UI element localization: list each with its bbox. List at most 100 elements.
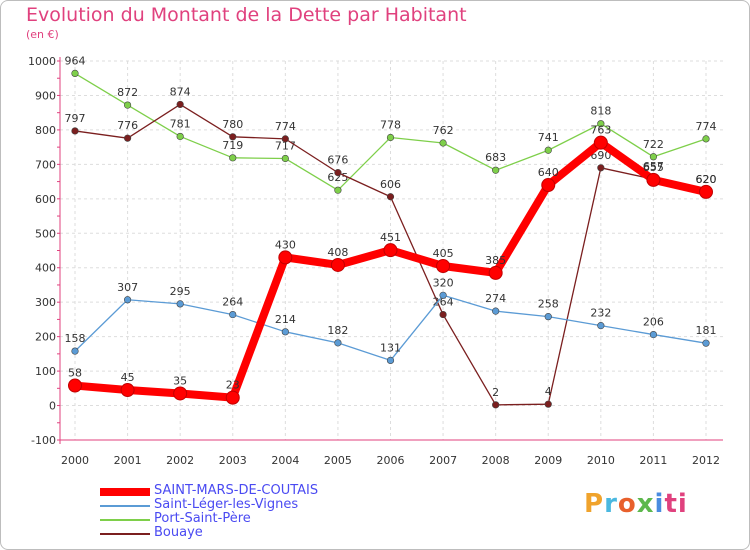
data-point [176, 132, 184, 141]
data-point [71, 127, 79, 135]
proxiti-logo: Proxiti [584, 489, 688, 519]
y-tick-label: 500 [35, 227, 56, 240]
x-tick-label: 2002 [166, 454, 194, 467]
x-tick-label: 2006 [377, 454, 405, 467]
data-point [281, 135, 289, 143]
data-point [386, 133, 395, 142]
y-tick-label: 100 [35, 365, 56, 378]
legend-label: Saint-Léger-les-Vignes [154, 497, 299, 512]
x-tick-label: 2012 [692, 454, 720, 467]
data-label: 182 [327, 324, 348, 337]
data-point [649, 153, 658, 161]
legend-swatch [100, 488, 150, 496]
data-point [544, 313, 552, 321]
data-label: 451 [380, 231, 401, 244]
data-point [439, 139, 447, 147]
data-label: 776 [117, 119, 138, 132]
x-tick-label: 2000 [61, 454, 89, 467]
data-point [176, 300, 184, 308]
data-label: 408 [327, 246, 348, 259]
y-tick-label: 400 [35, 262, 56, 275]
data-label: 781 [170, 117, 191, 130]
data-label: 181 [696, 324, 717, 337]
data-label: 676 [327, 154, 348, 167]
data-point [597, 164, 605, 172]
data-label: 690 [590, 149, 611, 162]
data-label: 762 [433, 124, 454, 137]
data-point [439, 291, 447, 299]
data-point [439, 310, 447, 319]
data-label: 131 [380, 341, 401, 354]
data-label: 2 [492, 386, 499, 399]
data-label: 430 [275, 238, 296, 251]
data-point [488, 265, 503, 280]
legend-label: SAINT-MARS-DE-COUTAIS [154, 483, 319, 498]
data-label: 35 [173, 374, 187, 387]
y-tick-label: 700 [35, 158, 56, 171]
data-point [281, 154, 289, 163]
data-point [71, 347, 79, 355]
data-point [123, 134, 132, 142]
data-point [436, 259, 451, 274]
data-point [383, 243, 398, 258]
data-point [646, 172, 661, 187]
data-label: 232 [590, 307, 611, 320]
data-point [229, 154, 237, 162]
data-label: 405 [433, 247, 454, 260]
data-label: 606 [380, 178, 401, 191]
data-label: 872 [117, 86, 138, 99]
data-point [593, 135, 608, 150]
data-point [71, 69, 79, 78]
x-tick-label: 2011 [639, 454, 667, 467]
data-point [334, 186, 342, 194]
data-point [334, 169, 342, 177]
data-label: 964 [65, 54, 86, 67]
data-label: 58 [68, 367, 82, 380]
data-point [386, 356, 395, 365]
x-tick-label: 2004 [271, 454, 299, 467]
data-point [544, 400, 552, 408]
data-point [68, 378, 82, 393]
chart-title: Evolution du Montant de la Dette par Hab… [26, 4, 467, 26]
data-point [386, 193, 395, 201]
y-tick-label: 0 [49, 400, 56, 413]
data-point [544, 146, 552, 154]
data-label: 818 [590, 105, 611, 118]
data-label: 214 [275, 313, 296, 326]
data-point [281, 328, 289, 336]
y-tick-label: 900 [35, 89, 56, 102]
legend-swatch [100, 519, 150, 521]
data-point [597, 120, 605, 128]
data-label: 774 [696, 120, 717, 133]
data-label: 774 [275, 120, 296, 133]
data-point [123, 101, 132, 109]
data-label: 206 [643, 316, 664, 329]
legend-swatch [100, 505, 150, 507]
y-tick-label: -100 [31, 434, 56, 447]
data-label: 655 [643, 161, 664, 174]
x-tick-label: 2010 [587, 454, 615, 467]
data-label: 874 [170, 85, 191, 98]
legend-label: Port-Saint-Père [154, 511, 251, 526]
y-tick-label: 1000 [28, 55, 56, 68]
data-point [225, 390, 240, 405]
data-point [176, 100, 184, 109]
y-tick-label: 300 [35, 296, 56, 309]
data-label: 274 [485, 292, 506, 305]
data-point [492, 166, 500, 174]
x-tick-label: 2009 [534, 454, 562, 467]
y-tick-label: 600 [35, 193, 56, 206]
data-label: 780 [222, 118, 243, 131]
data-point [123, 296, 132, 304]
data-label: 264 [222, 296, 243, 309]
x-tick-label: 2001 [114, 454, 142, 467]
data-label: 4 [545, 385, 552, 398]
x-tick-label: 2003 [219, 454, 247, 467]
data-point [278, 250, 293, 265]
data-label: 295 [170, 285, 191, 298]
data-point [330, 257, 345, 272]
data-label: 158 [65, 332, 86, 345]
data-label: 683 [485, 151, 506, 164]
x-tick-label: 2007 [429, 454, 457, 467]
